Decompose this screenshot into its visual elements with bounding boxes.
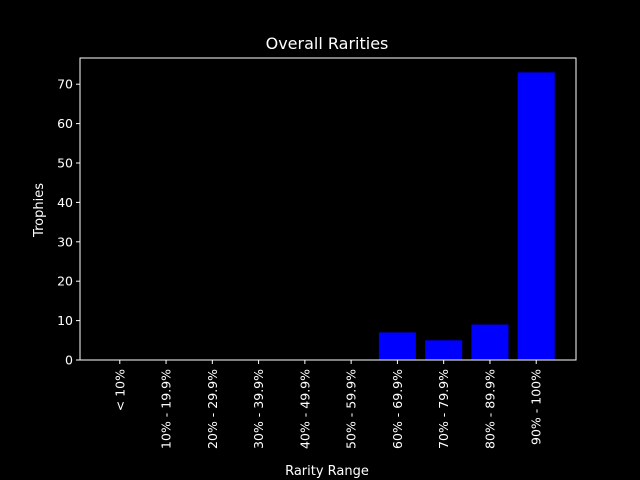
y-tick-label: 50 bbox=[57, 156, 73, 171]
x-tick-label: 50% - 59.9% bbox=[344, 369, 359, 449]
chart-title: Overall Rarities bbox=[266, 34, 389, 53]
y-tick-label: 70 bbox=[57, 77, 73, 92]
x-tick-label: 20% - 29.9% bbox=[205, 369, 220, 449]
x-tick-label: 10% - 19.9% bbox=[159, 369, 174, 449]
bar-7 bbox=[425, 340, 463, 360]
bar-6 bbox=[378, 332, 416, 360]
y-ticks-group: 0 10 20 30 40 50 60 70 bbox=[57, 77, 80, 368]
bar-8 bbox=[471, 324, 509, 360]
y-tick-label: 10 bbox=[57, 313, 73, 328]
bars-group bbox=[378, 72, 555, 360]
x-tick-label: 80% - 89.9% bbox=[482, 369, 497, 449]
y-tick-label: 20 bbox=[57, 274, 73, 289]
bar-9 bbox=[517, 72, 555, 360]
y-tick-label: 30 bbox=[57, 234, 73, 249]
x-tick-label: 40% - 49.9% bbox=[297, 369, 312, 449]
x-tick-label: 90% - 100% bbox=[529, 369, 544, 445]
y-axis-label: Trophies bbox=[32, 183, 47, 238]
x-tick-label: < 10% bbox=[112, 369, 127, 411]
y-tick-label: 40 bbox=[57, 195, 73, 210]
y-tick-label: 60 bbox=[57, 116, 73, 131]
x-ticks-group: < 10% 10% - 19.9% 20% - 29.9% 30% - 39.9% 40… bbox=[112, 360, 544, 449]
x-tick-label: 30% - 39.9% bbox=[251, 369, 266, 449]
x-tick-label: 60% - 69.9% bbox=[390, 369, 405, 449]
axes-frame bbox=[79, 57, 577, 361]
x-tick-label: 70% - 79.9% bbox=[436, 369, 451, 449]
y-tick-label: 0 bbox=[65, 353, 73, 368]
x-axis-label: Rarity Range bbox=[285, 464, 369, 479]
